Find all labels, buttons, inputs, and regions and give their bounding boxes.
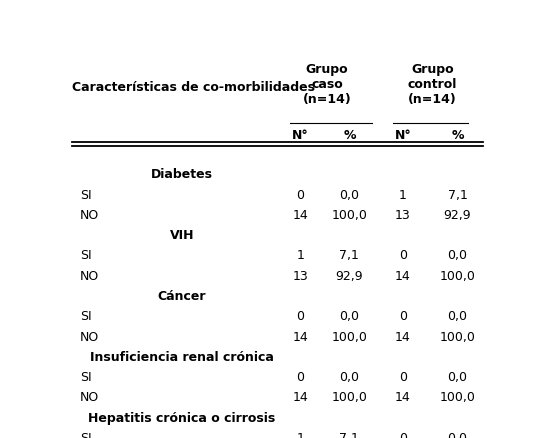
Text: N°: N° <box>292 128 309 141</box>
Text: 0: 0 <box>399 431 407 438</box>
Text: 0,0: 0,0 <box>339 310 359 322</box>
Text: 92,9: 92,9 <box>444 208 471 221</box>
Text: SI: SI <box>80 431 92 438</box>
Text: Grupo
caso
(n=14): Grupo caso (n=14) <box>302 63 351 106</box>
Text: Cáncer: Cáncer <box>157 290 206 302</box>
Text: 1: 1 <box>296 431 304 438</box>
Text: 14: 14 <box>293 391 308 403</box>
Text: NO: NO <box>80 208 100 221</box>
Text: 0: 0 <box>296 370 305 383</box>
Text: NO: NO <box>80 269 100 282</box>
Text: 14: 14 <box>395 391 411 403</box>
Text: %: % <box>451 128 464 141</box>
Text: 92,9: 92,9 <box>335 269 363 282</box>
Text: 14: 14 <box>293 208 308 221</box>
Text: 100,0: 100,0 <box>440 330 476 343</box>
Text: SI: SI <box>80 310 92 322</box>
Text: 7,1: 7,1 <box>339 249 359 262</box>
Text: N°: N° <box>395 128 411 141</box>
Text: NO: NO <box>80 330 100 343</box>
Text: 100,0: 100,0 <box>440 269 476 282</box>
Text: 13: 13 <box>395 208 411 221</box>
Text: SI: SI <box>80 249 92 262</box>
Text: %: % <box>343 128 355 141</box>
Text: VIH: VIH <box>170 229 194 242</box>
Text: 7,1: 7,1 <box>447 188 467 201</box>
Text: Características de co-morbilidades: Características de co-morbilidades <box>72 81 315 94</box>
Text: 100,0: 100,0 <box>332 208 367 221</box>
Text: NO: NO <box>80 391 100 403</box>
Text: 1: 1 <box>296 249 304 262</box>
Text: 0,0: 0,0 <box>447 310 467 322</box>
Text: 0,0: 0,0 <box>447 249 467 262</box>
Text: 0: 0 <box>399 249 407 262</box>
Text: 0: 0 <box>399 310 407 322</box>
Text: 14: 14 <box>395 269 411 282</box>
Text: Grupo
control
(n=14): Grupo control (n=14) <box>408 63 457 106</box>
Text: 0,0: 0,0 <box>447 370 467 383</box>
Text: 0: 0 <box>296 188 305 201</box>
Text: 100,0: 100,0 <box>440 391 476 403</box>
Text: 14: 14 <box>395 330 411 343</box>
Text: 7,1: 7,1 <box>339 431 359 438</box>
Text: 14: 14 <box>293 330 308 343</box>
Text: 13: 13 <box>293 269 308 282</box>
Text: 0,0: 0,0 <box>339 370 359 383</box>
Text: SI: SI <box>80 188 92 201</box>
Text: 0,0: 0,0 <box>447 431 467 438</box>
Text: Insuficiencia renal crónica: Insuficiencia renal crónica <box>90 350 274 363</box>
Text: 0: 0 <box>296 310 305 322</box>
Text: 100,0: 100,0 <box>332 330 367 343</box>
Text: 100,0: 100,0 <box>332 391 367 403</box>
Text: Diabetes: Diabetes <box>151 168 213 181</box>
Text: 0,0: 0,0 <box>339 188 359 201</box>
Text: 0: 0 <box>399 370 407 383</box>
Text: SI: SI <box>80 370 92 383</box>
Text: 1: 1 <box>399 188 407 201</box>
Text: Hepatitis crónica o cirrosis: Hepatitis crónica o cirrosis <box>88 411 275 424</box>
